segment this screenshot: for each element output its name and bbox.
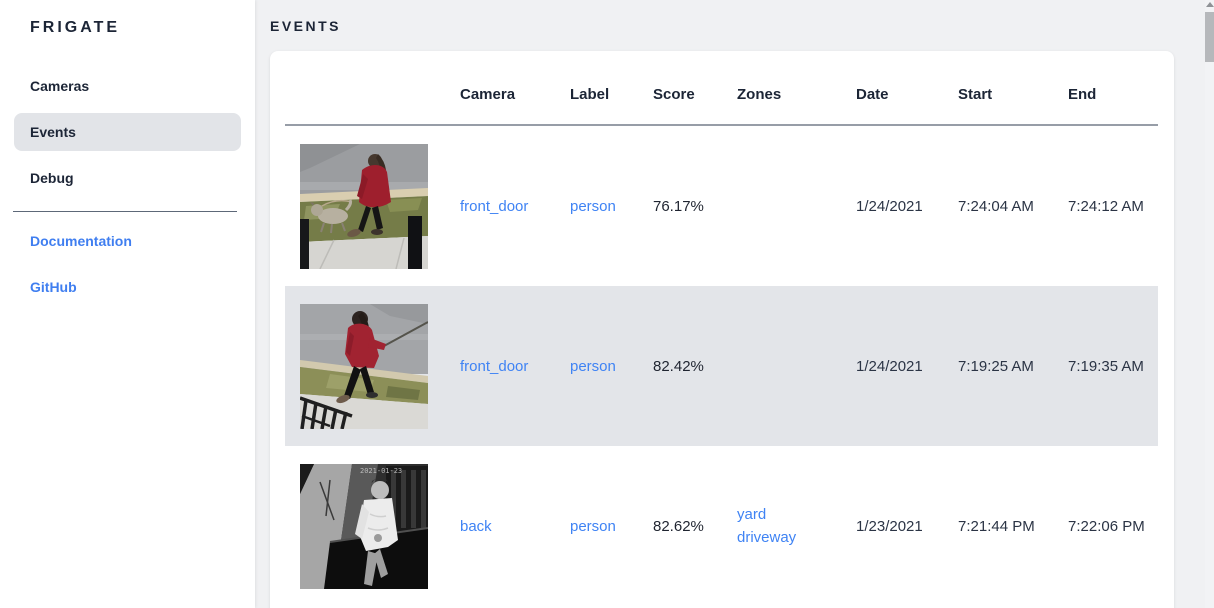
scrollbar-up-arrow[interactable]: [1205, 2, 1214, 7]
events-card: Camera Label Score Zones Date Start End: [270, 51, 1174, 608]
sidebar-nav: Cameras Events Debug: [0, 67, 255, 197]
scrollbar[interactable]: [1205, 0, 1214, 608]
sidebar-links: Documentation GitHub: [0, 222, 255, 306]
column-header-camera: Camera: [460, 86, 516, 103]
event-thumbnail[interactable]: [300, 143, 428, 269]
zone-link[interactable]: driveway: [737, 529, 797, 546]
sidebar-item-events[interactable]: Events: [14, 113, 241, 151]
table-header-row: Camera Label Score Zones Date Start End: [285, 65, 1158, 126]
score-value: 76.17%: [653, 197, 704, 215]
event-thumbnail-cell: [285, 303, 460, 429]
event-thumbnail-cell: [285, 143, 460, 269]
start-value: 7:24:04 AM: [958, 197, 1034, 215]
sidebar: FRIGATE Cameras Events Debug Documentati…: [0, 0, 255, 608]
event-thumbnail-cell: 2021-01-23: [285, 463, 460, 589]
event-thumbnail[interactable]: 2021-01-23: [300, 463, 428, 589]
events-table: Camera Label Score Zones Date Start End: [285, 65, 1158, 606]
column-header-label: Label: [570, 86, 610, 103]
column-header-date: Date: [856, 86, 889, 103]
date-value: 1/24/2021: [856, 357, 923, 375]
app-logo[interactable]: FRIGATE: [30, 19, 121, 36]
thumbnail-timestamp-overlay: 2021-01-23: [360, 467, 402, 475]
event-row[interactable]: 2021-01-23 back person 82.62% yard drive…: [285, 446, 1158, 606]
label-link[interactable]: person: [570, 517, 616, 535]
end-value: 7:22:06 PM: [1068, 517, 1145, 535]
column-header-start: Start: [958, 86, 993, 103]
camera-link[interactable]: front_door: [460, 197, 529, 215]
camera-link[interactable]: back: [460, 517, 492, 535]
end-value: 7:24:12 AM: [1068, 197, 1144, 215]
event-row[interactable]: front_door person 82.42% 1/24/2021 7:19:…: [285, 286, 1158, 446]
column-header-zones: Zones: [737, 86, 782, 103]
end-value: 7:19:35 AM: [1068, 357, 1144, 375]
camera-link[interactable]: front_door: [460, 357, 529, 375]
sidebar-link-github[interactable]: GitHub: [30, 279, 77, 295]
label-link[interactable]: person: [570, 197, 616, 215]
main-content: EVENTS Camera Label Score Zones Date Sta…: [255, 0, 1214, 608]
event-row[interactable]: front_door person 76.17% 1/24/2021 7:24:…: [285, 126, 1158, 286]
label-link[interactable]: person: [570, 357, 616, 375]
column-header-end: End: [1068, 86, 1097, 103]
event-thumbnail[interactable]: [300, 303, 428, 429]
start-value: 7:19:25 AM: [958, 357, 1034, 375]
sidebar-item-debug[interactable]: Debug: [30, 170, 74, 186]
column-header-score: Score: [653, 86, 695, 103]
scrollbar-thumb[interactable]: [1205, 12, 1214, 62]
date-value: 1/24/2021: [856, 197, 923, 215]
page-title: EVENTS: [270, 18, 342, 34]
zone-link[interactable]: yard: [737, 506, 767, 523]
date-value: 1/23/2021: [856, 517, 923, 535]
score-value: 82.62%: [653, 517, 704, 535]
score-value: 82.42%: [653, 357, 704, 375]
start-value: 7:21:44 PM: [958, 517, 1035, 535]
zones-cell: yard driveway: [737, 503, 856, 549]
sidebar-item-cameras[interactable]: Cameras: [30, 78, 90, 94]
sidebar-link-documentation[interactable]: Documentation: [30, 233, 132, 249]
sidebar-divider: [13, 211, 237, 212]
